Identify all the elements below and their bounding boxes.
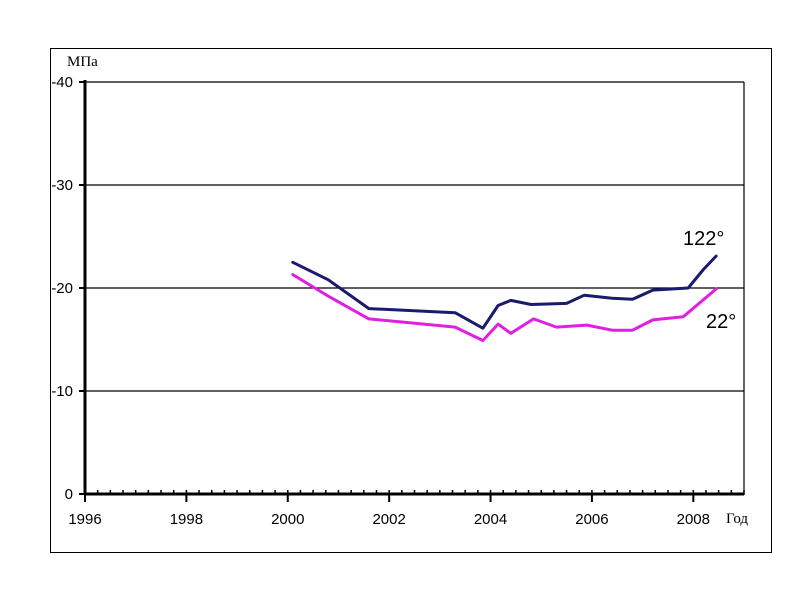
axes: [79, 80, 745, 502]
x-tick-label: 1996: [68, 511, 101, 528]
grid-lines: [85, 81, 744, 392]
series-line-22: [291, 273, 718, 342]
labels: МПа Год 122° 22° -40 -30 -20 -10 0 1996 1998 20…: [51, 54, 748, 528]
y-tick-label: 0: [65, 486, 73, 503]
y-tick-label: -20: [51, 280, 73, 297]
x-tick-label: 2006: [575, 511, 608, 528]
y-tick-label: -10: [51, 383, 73, 400]
series-label-122: 122°: [683, 228, 724, 250]
series-lines: [291, 254, 718, 342]
y-axis-title: МПа: [67, 54, 98, 70]
series-line-122: [291, 254, 718, 330]
chart-frame: [50, 48, 772, 553]
x-tick-label: 2002: [372, 511, 405, 528]
x-tick-label: 1998: [170, 511, 203, 528]
x-tick-label: 2000: [271, 511, 304, 528]
x-tick-label: 2008: [677, 511, 710, 528]
x-tick-label: 2004: [474, 511, 507, 528]
series-label-22: 22°: [706, 311, 736, 333]
y-tick-label: -40: [51, 74, 73, 91]
y-tick-label: -30: [51, 177, 73, 194]
x-axis-title: Год: [726, 511, 748, 527]
